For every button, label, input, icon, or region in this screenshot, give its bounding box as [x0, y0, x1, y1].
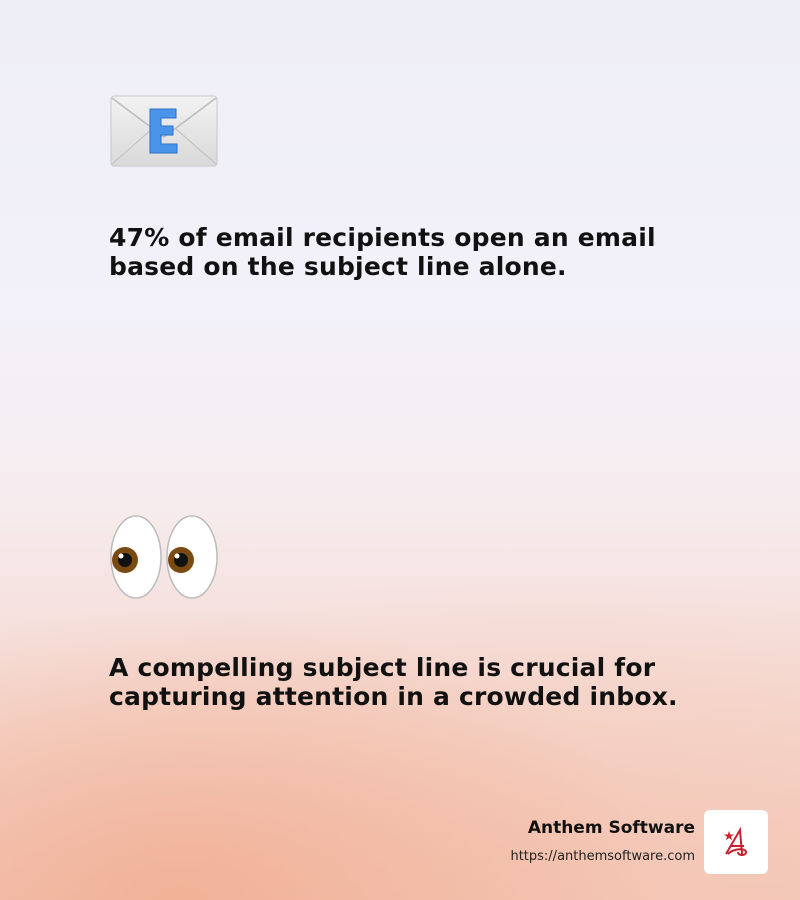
envelope-e-icon — [110, 95, 218, 171]
brand-url[interactable]: https://anthemsoftware.com — [510, 849, 695, 864]
stat-text-1: 47% of email recipients open an email ba… — [109, 223, 656, 281]
brand-name: Anthem Software — [527, 818, 695, 838]
eyes-icon — [110, 515, 218, 603]
anthem-logo-icon — [704, 810, 768, 874]
stat-text-2: A compelling subject line is crucial for… — [109, 653, 678, 711]
